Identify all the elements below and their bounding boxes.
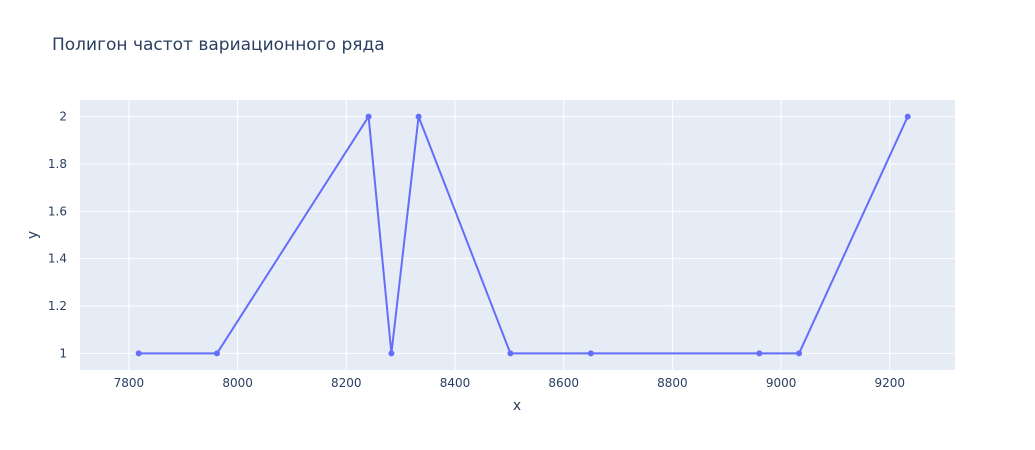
x-tick-label: 8400 [440,376,471,390]
x-axis-title: x [513,398,521,414]
y-tick-label: 1.6 [48,204,67,218]
data-point [904,113,911,120]
x-tick-label: 9000 [766,376,797,390]
plot-area [80,100,955,370]
y-tick-labels: 1 1.2 1.4 1.6 1.8 2 [48,110,67,361]
x-tick-labels: 7800 8000 8200 8400 8600 8800 9000 9200 [114,376,905,390]
x-tick-label: 9200 [875,376,906,390]
data-point [213,350,220,357]
data-point [796,350,803,357]
x-gridlines [128,100,891,370]
data-point [365,113,372,120]
x-tick-label: 8600 [548,376,579,390]
x-tick-label: 8800 [657,376,688,390]
y-axis-title: y [25,231,41,239]
data-point [507,350,514,357]
data-point [135,350,142,357]
x-tick-label: 8000 [222,376,253,390]
data-point [415,113,422,120]
y-tick-label: 1 [59,346,67,360]
y-tick-label: 2 [59,110,67,124]
y-tick-label: 1.2 [48,299,67,313]
data-point [756,350,763,357]
y-tick-label: 1.8 [48,157,67,171]
series-layer [135,113,911,357]
data-point [388,350,395,357]
x-tick-label: 8200 [331,376,362,390]
y-tick-label: 1.4 [48,252,67,266]
chart-title: Полигон частот вариационного ряда [52,35,385,55]
data-point [587,350,594,357]
series-line [138,115,909,355]
x-tick-label: 7800 [114,376,145,390]
